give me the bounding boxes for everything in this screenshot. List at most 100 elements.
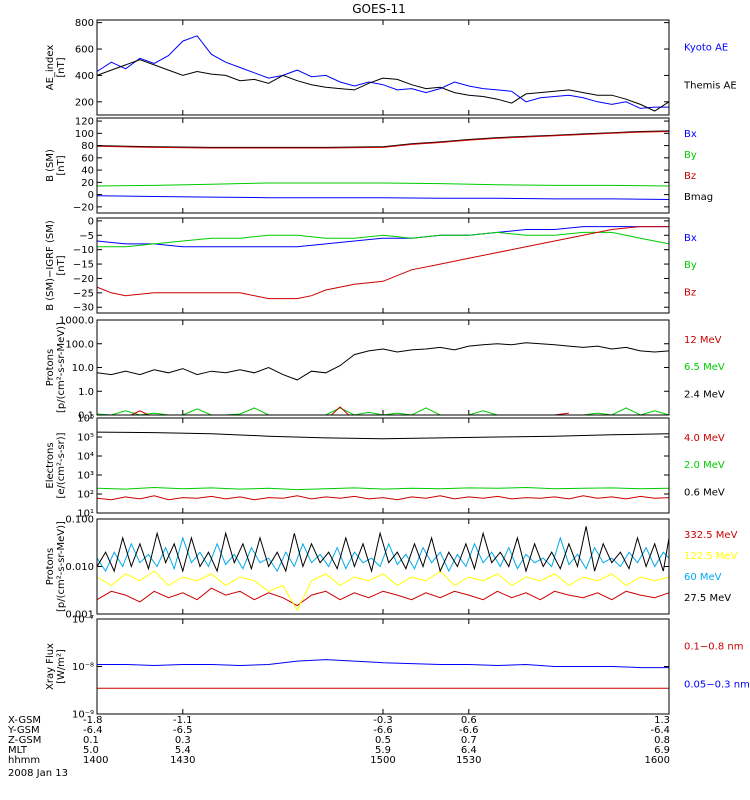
- y-tick-label: 10⁻⁹: [72, 710, 94, 721]
- x-axis-value: 6.4: [461, 745, 477, 756]
- x-axis-value: 0.6: [461, 715, 477, 726]
- y-tick-label: 10³: [77, 471, 94, 482]
- y-tick-label: 100: [75, 129, 94, 140]
- legend-entry: 60 MeV: [684, 572, 722, 583]
- y-tick-label: 10⁴: [77, 452, 94, 463]
- legend-entry: 4.0 MeV: [684, 433, 725, 444]
- panel-4: 0.1 1.0 10.0 100.0 1000.0 Protons [p/(cm²-s-sr…: [45, 316, 725, 422]
- series-line-5-1: [96, 431, 670, 440]
- y-tick-label: −30: [73, 303, 94, 314]
- y-axis-label: [W/m²]: [56, 649, 67, 684]
- legend-entry: 6.5 MeV: [684, 362, 725, 373]
- y-tick-label: 10.0: [72, 363, 94, 374]
- series-line-6-3: [96, 536, 670, 573]
- y-axis-label: Protons: [45, 548, 56, 585]
- legend-entry: 122.5 MeV: [684, 551, 738, 562]
- x-axis-value: -1.8: [83, 715, 103, 726]
- series-line-3-1: [96, 226, 669, 248]
- series-line-3-3: [96, 226, 669, 300]
- y-tick-label: 0.010: [65, 562, 94, 573]
- x-axis-value: 1500: [370, 755, 395, 766]
- y-tick-label: 80: [81, 141, 94, 152]
- y-axis-label: B (SM)−IGRF (SM): [45, 220, 56, 311]
- y-axis-label: Electrons: [45, 442, 56, 488]
- y-tick-label: 400: [75, 71, 94, 82]
- series-line-5-2: [96, 486, 670, 491]
- y-tick-label: −5: [79, 231, 94, 242]
- y-tick-label: 100.0: [65, 339, 94, 350]
- x-axis-value: 0.1: [83, 735, 99, 746]
- y-axis-label: [p/(cm²-s-sr-MeV)]: [56, 322, 67, 413]
- chart-title: GOES-11: [352, 2, 406, 16]
- legend-entry: By: [684, 260, 697, 271]
- x-axis-row-label: Z-GSM: [8, 735, 41, 746]
- y-tick-label: −25: [73, 288, 94, 299]
- y-axis-label: [p/(cm²-s-sr-MeV)]: [56, 521, 67, 612]
- legend-entry: 332.5 MeV: [684, 530, 738, 541]
- legend-entry: 12 MeV: [684, 335, 722, 346]
- legend-entry: 0.6 MeV: [684, 487, 725, 498]
- y-tick-label: 0.100: [65, 515, 94, 526]
- date-label: 2008 Jan 13: [8, 768, 68, 779]
- y-tick-label: 800: [75, 18, 94, 29]
- series-line-3-2: [97, 231, 670, 248]
- series-line-2-4: [96, 195, 670, 200]
- y-tick-label: −20: [73, 202, 94, 213]
- y-tick-label: 60: [81, 153, 94, 164]
- series-line-6-4: [96, 526, 670, 574]
- x-axis-value: 1400: [83, 755, 108, 766]
- series-line-2-2: [96, 131, 670, 149]
- y-tick-label: 0.1: [78, 411, 94, 422]
- y-tick-label: 1000.0: [59, 316, 94, 327]
- panel-5: 10¹ 10² 10³ 10⁴ 10⁵ 10⁶ Electrons [e/(cm²-s-sr)…: [45, 414, 725, 520]
- y-tick-label: 10²: [77, 490, 94, 501]
- x-axis-value: 0.8: [654, 735, 670, 746]
- legend-entry: 27.5 MeV: [684, 593, 731, 604]
- series-line-4-3: [131, 406, 569, 416]
- legend-entry: Bz: [684, 287, 696, 298]
- x-axis-value: -6.6: [459, 725, 479, 736]
- series-line-2-3: [96, 182, 670, 187]
- panel-frame: [96, 19, 670, 116]
- series-line-6-2: [96, 570, 670, 612]
- legend-entry: Bx: [684, 129, 697, 140]
- legend-entry: 0.1−0.8 nm: [684, 642, 743, 653]
- legend-entry: Bz: [684, 171, 696, 182]
- series-line-5-3: [96, 495, 670, 501]
- legend-entry: By: [684, 150, 697, 161]
- x-axis-value: 5.9: [375, 745, 391, 756]
- y-tick-label: −15: [73, 260, 94, 271]
- x-axis-value: -6.4: [650, 725, 670, 736]
- series-line-2-1: [96, 130, 670, 148]
- y-axis-label: [e/(cm²-s-sr)]: [56, 432, 67, 498]
- x-axis-row-label: Y-GSM: [7, 725, 40, 736]
- x-axis-value: 5.0: [83, 745, 99, 756]
- x-axis-value: 6.9: [654, 745, 670, 756]
- panel-frame: [96, 319, 670, 416]
- x-axis-value: 0.7: [461, 735, 477, 746]
- y-tick-label: 40: [81, 166, 94, 177]
- series-line-1-1: [96, 35, 669, 109]
- x-axis-value: -0.3: [373, 715, 393, 726]
- x-axis-row-label: hhmm: [8, 755, 40, 766]
- y-tick-label: 600: [75, 45, 94, 56]
- legend-entry: Kyoto AE: [684, 43, 728, 54]
- series-line-1-2: [96, 59, 670, 112]
- x-axis-value: 1600: [645, 755, 670, 766]
- y-tick-label: 0: [88, 190, 94, 201]
- legend-entry: Bx: [684, 233, 697, 244]
- y-tick-label: 0: [88, 216, 94, 227]
- x-axis-value: -1.1: [173, 715, 193, 726]
- y-tick-label: 20: [81, 178, 94, 189]
- x-axis-row-label: X-GSM: [8, 715, 41, 726]
- panel-1: 200 400 600 800 AE_index [nT] Kyoto AE Themis A…: [45, 18, 737, 116]
- panel-7: 10⁻⁹ 10⁻⁸ 10⁻⁷ Xray Flux [W/m²] 0.1−0.8 nm 0.0…: [45, 615, 750, 721]
- y-axis-label: [nT]: [56, 255, 67, 275]
- y-tick-label: 10¹: [77, 509, 94, 520]
- y-tick-label: 10⁵: [77, 433, 94, 444]
- y-tick-label: −20: [73, 274, 94, 285]
- y-axis-label: Protons: [45, 349, 56, 386]
- x-axis-value: 0.3: [175, 735, 191, 746]
